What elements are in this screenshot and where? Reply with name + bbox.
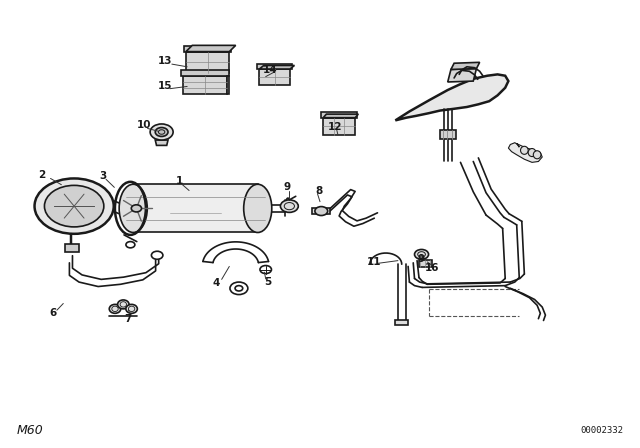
Text: 12: 12 — [328, 122, 342, 132]
Polygon shape — [321, 112, 357, 118]
Polygon shape — [508, 143, 542, 162]
Circle shape — [260, 266, 271, 274]
Text: 10: 10 — [136, 120, 151, 130]
Circle shape — [315, 207, 328, 215]
Text: 3: 3 — [99, 171, 106, 181]
Polygon shape — [183, 76, 227, 95]
Text: 7: 7 — [125, 314, 132, 324]
Bar — [440, 130, 456, 139]
Bar — [133, 184, 258, 233]
Text: 00002332: 00002332 — [580, 426, 623, 435]
Polygon shape — [186, 52, 229, 73]
Bar — [396, 320, 408, 325]
Polygon shape — [396, 74, 508, 121]
Polygon shape — [259, 69, 290, 85]
Polygon shape — [448, 69, 476, 82]
Circle shape — [150, 124, 173, 140]
Bar — [65, 244, 79, 252]
Circle shape — [35, 178, 114, 234]
Circle shape — [131, 205, 141, 212]
Ellipse shape — [520, 146, 528, 154]
Text: 8: 8 — [315, 185, 323, 195]
Polygon shape — [451, 62, 479, 69]
Circle shape — [280, 200, 298, 212]
Text: 15: 15 — [158, 81, 173, 90]
Polygon shape — [257, 64, 292, 69]
Polygon shape — [181, 70, 228, 76]
Text: 4: 4 — [213, 278, 220, 288]
Bar — [312, 208, 330, 214]
Text: 9: 9 — [417, 254, 424, 264]
Polygon shape — [323, 118, 355, 135]
Text: 9: 9 — [284, 182, 291, 192]
Ellipse shape — [119, 184, 147, 233]
Ellipse shape — [126, 304, 138, 313]
Polygon shape — [184, 46, 231, 52]
Ellipse shape — [109, 304, 121, 313]
Polygon shape — [156, 140, 168, 146]
Text: 16: 16 — [424, 263, 439, 273]
Text: 1: 1 — [176, 176, 183, 185]
Text: 13: 13 — [158, 56, 173, 66]
Circle shape — [230, 282, 248, 295]
Circle shape — [44, 185, 104, 227]
Circle shape — [152, 251, 163, 259]
Text: 11: 11 — [367, 257, 381, 267]
Ellipse shape — [528, 149, 536, 156]
Text: 2: 2 — [38, 170, 46, 180]
Text: 14: 14 — [263, 65, 278, 75]
Ellipse shape — [533, 151, 541, 159]
Text: 6: 6 — [49, 308, 57, 319]
Bar — [419, 260, 432, 267]
Circle shape — [126, 241, 135, 248]
Text: 5: 5 — [264, 277, 271, 287]
Polygon shape — [259, 65, 294, 69]
Polygon shape — [186, 45, 236, 52]
Ellipse shape — [118, 300, 129, 309]
Polygon shape — [323, 114, 358, 118]
Circle shape — [156, 128, 168, 137]
Polygon shape — [227, 76, 229, 95]
Ellipse shape — [244, 184, 272, 233]
Circle shape — [415, 250, 429, 259]
Text: M60: M60 — [17, 424, 44, 437]
